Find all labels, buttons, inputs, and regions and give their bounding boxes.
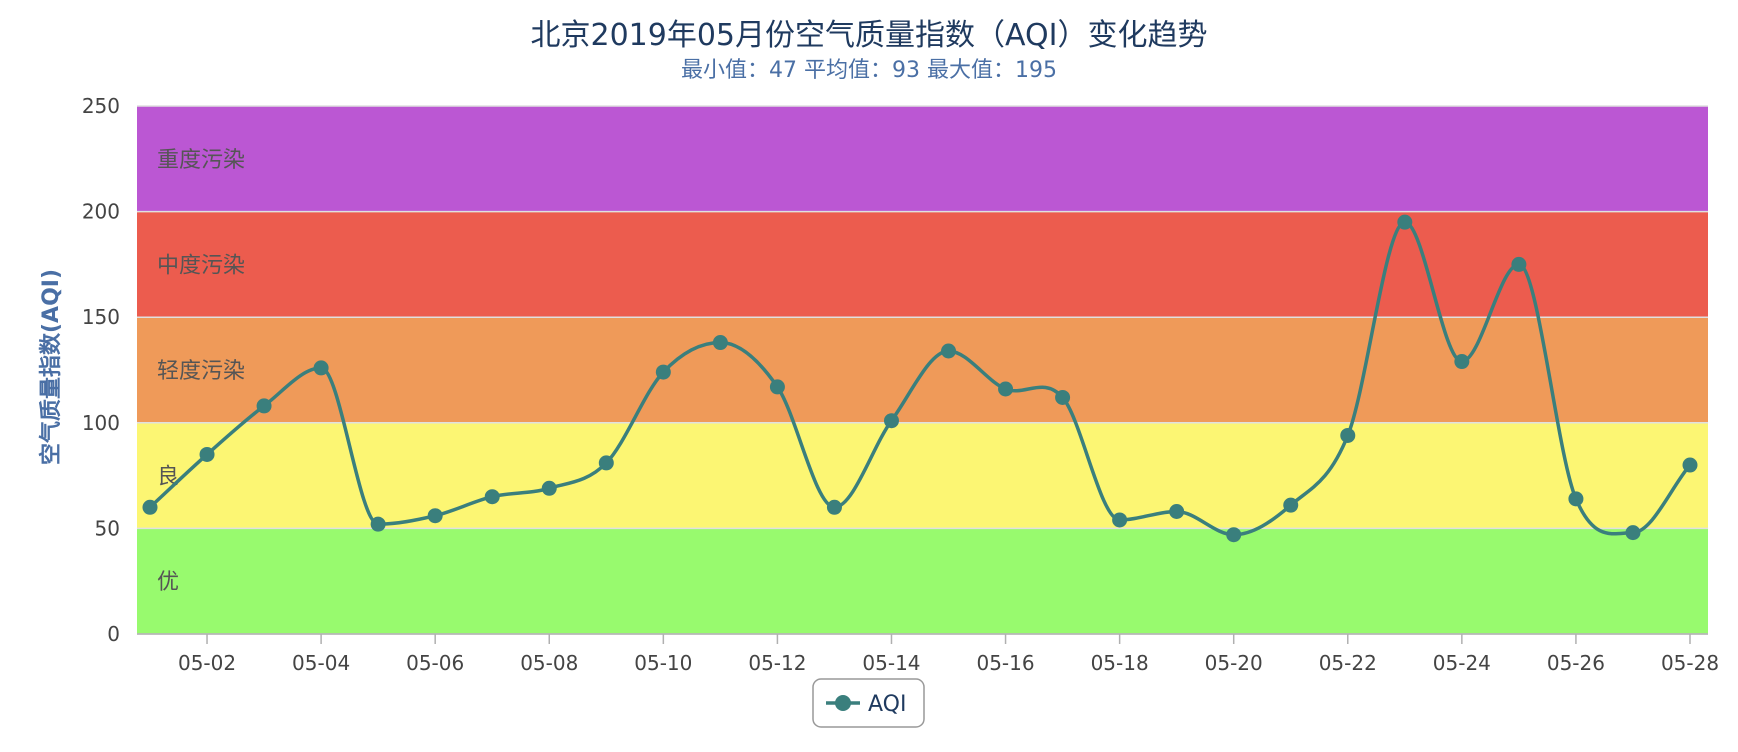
x-tick-label-13: 05-28 (1661, 651, 1719, 675)
x-tick-label-3: 05-08 (520, 651, 578, 675)
x-tick-label-7: 05-16 (976, 651, 1034, 675)
data-point-05-05[interactable] (370, 516, 386, 532)
data-point-05-12[interactable] (769, 379, 785, 395)
data-point-05-09[interactable] (598, 455, 614, 471)
data-point-05-04[interactable] (313, 360, 329, 376)
band-label-4: 重度污染 (157, 148, 245, 173)
aqi-points (142, 214, 1698, 543)
band-3 (137, 211, 1708, 318)
x-tick-label-5: 05-12 (748, 651, 806, 675)
legend-series-aqi[interactable]: AQI (868, 692, 906, 717)
legend-box[interactable] (812, 678, 925, 728)
x-tick-label-6: 05-14 (862, 651, 920, 675)
y-tick-label-2: 100 (82, 411, 120, 435)
data-point-05-07[interactable] (484, 489, 500, 505)
x-tick-label-2: 05-06 (406, 651, 464, 675)
x-tick-label-1: 05-04 (292, 651, 350, 675)
data-point-05-27[interactable] (1625, 525, 1641, 541)
band-label-1: 良 (157, 465, 179, 490)
y-tick-label-4: 200 (82, 200, 120, 224)
data-point-05-28[interactable] (1682, 457, 1698, 473)
data-point-05-13[interactable] (826, 499, 842, 515)
y-tick-label-0: 0 (107, 622, 120, 646)
data-point-05-25[interactable] (1511, 256, 1527, 272)
band-4 (137, 106, 1708, 212)
data-point-05-22[interactable] (1340, 427, 1356, 443)
data-point-05-20[interactable] (1226, 527, 1242, 543)
band-0 (137, 528, 1708, 634)
y-tick-label-3: 150 (82, 305, 120, 329)
data-point-05-23[interactable] (1397, 214, 1413, 230)
y-axis: 0 50 100 150 200 250 (82, 94, 120, 646)
data-point-05-10[interactable] (655, 364, 671, 380)
x-tick-label-12: 05-26 (1547, 651, 1605, 675)
data-point-05-08[interactable] (541, 480, 557, 496)
y-axis-label: 空气质量指数(AQI) (38, 269, 64, 465)
data-point-05-19[interactable] (1169, 504, 1185, 520)
data-point-05-02[interactable] (199, 446, 215, 462)
data-point-05-26[interactable] (1568, 491, 1584, 507)
data-point-05-17[interactable] (1055, 389, 1071, 405)
data-point-05-24[interactable] (1454, 354, 1470, 370)
data-point-05-15[interactable] (941, 343, 957, 359)
data-point-05-06[interactable] (427, 508, 443, 524)
data-point-05-01[interactable] (142, 499, 158, 515)
x-tick-label-4: 05-10 (634, 651, 692, 675)
x-axis: 05-02 05-04 05-06 05-08 05-10 05-12 05-14 05-16… (137, 633, 1719, 675)
chart-subtitle: 最小值：47 平均值：93 最大值：195 (681, 58, 1057, 83)
chart-title: 北京2019年05月份空气质量指数（AQI）变化趋势 (531, 18, 1208, 53)
data-point-05-11[interactable] (712, 335, 728, 351)
legend-series-marker (835, 695, 851, 711)
data-point-05-21[interactable] (1283, 497, 1299, 513)
y-tick-label-5: 250 (82, 94, 120, 118)
legend[interactable]: AQI (812, 678, 925, 728)
y-tick-label-1: 50 (95, 516, 120, 540)
data-point-05-14[interactable] (883, 413, 899, 429)
x-tick-label-8: 05-18 (1091, 651, 1149, 675)
x-tick-label-11: 05-24 (1433, 651, 1491, 675)
data-point-05-16[interactable] (998, 381, 1014, 397)
data-point-05-03[interactable] (256, 398, 272, 414)
x-tick-label-10: 05-22 (1319, 651, 1377, 675)
band-label-2: 轻度污染 (157, 359, 245, 384)
x-tick-label-0: 05-02 (178, 651, 236, 675)
band-1 (137, 422, 1708, 529)
band-label-0: 优 (157, 570, 179, 595)
x-tick-label-9: 05-20 (1205, 651, 1263, 675)
aqi-bands: 优 良 轻度污染 中度污染 重度污染 (137, 106, 1708, 634)
data-point-05-18[interactable] (1112, 512, 1128, 528)
band-label-3: 中度污染 (157, 253, 245, 278)
